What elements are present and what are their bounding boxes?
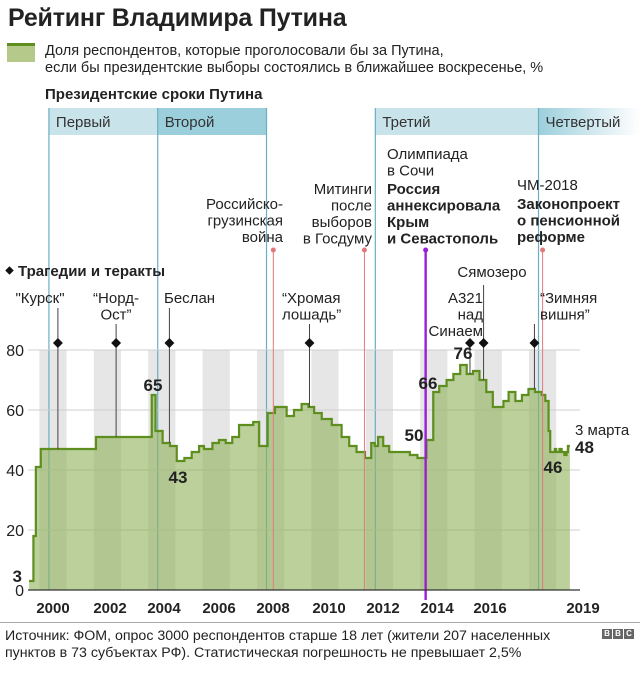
event-label: Сямозеро: [457, 264, 526, 281]
tragedy-diamond-icon: [478, 338, 489, 348]
political-event-dot: [270, 247, 276, 253]
y-tick-label: 40: [6, 463, 24, 480]
rating-line: [29, 363, 570, 583]
event-label: Беслан: [164, 290, 215, 307]
event-label: A321: [448, 290, 483, 307]
event-label: Синаем: [429, 323, 484, 340]
x-tick-label: 2002: [93, 600, 126, 617]
legend-swatch: [7, 43, 35, 62]
x-tick-label: 2010: [312, 600, 345, 617]
footer: Источник: ФОМ, опрос 3000 респондентов с…: [0, 622, 640, 661]
tragedy-diamond-icon: [304, 338, 315, 348]
event-label: в Сочи: [387, 163, 434, 180]
bbc-logo-c: C: [624, 629, 634, 639]
tragedies-title: Трагедии и теракты: [18, 263, 165, 280]
political-event-dot: [540, 247, 546, 253]
event-label: после: [331, 198, 372, 215]
event-label: в Госдуму: [303, 231, 373, 248]
rating-area: [29, 365, 570, 590]
value-annotation: 43: [169, 468, 188, 487]
event-label: “Норд-: [93, 290, 139, 307]
value-annotation: 3 марта: [575, 422, 630, 439]
value-annotation: 3: [13, 567, 22, 586]
crimea-event-dot: [423, 247, 429, 253]
y-tick-label: 60: [6, 403, 24, 420]
legend-text: Доля респондентов, которые проголосовали…: [45, 43, 543, 77]
event-label: над: [458, 307, 484, 324]
value-annotation: 65: [144, 376, 163, 395]
y-tick-label: 20: [6, 523, 24, 540]
bbc-logo-b2: B: [613, 629, 623, 639]
event-label: "Курск": [15, 290, 64, 307]
y-tick-label: 0: [15, 583, 24, 600]
chart: Первый Второй Третий Четвертый Российско-гр…: [5, 108, 640, 617]
event-label: Россия: [387, 181, 440, 198]
x-tick-label: 2008: [256, 600, 289, 617]
event-label: Российско-: [206, 196, 283, 213]
event-label: грузинская: [207, 213, 283, 230]
value-annotation: 66: [419, 374, 438, 393]
chart-title: Рейтинг Владимира Путина: [8, 4, 347, 32]
tragedy-diamond-icon: [111, 338, 122, 348]
event-label: вишня”: [540, 307, 590, 324]
x-tick-label: 2016: [473, 600, 506, 617]
event-label: реформе: [517, 229, 585, 246]
x-tick-label: 2012: [366, 600, 399, 617]
value-annotation: 50: [405, 426, 424, 445]
x-tick-label: 2019: [566, 600, 599, 617]
event-label: Олимпиада: [387, 146, 469, 163]
event-label: о пенсионной: [517, 213, 620, 230]
event-label: аннексировала: [387, 198, 501, 215]
value-annotation: 48: [575, 438, 594, 457]
tragedy-diamond-icon: [529, 338, 540, 348]
term-band: [157, 108, 267, 135]
value-annotation: 76: [454, 344, 473, 363]
term-band: [48, 108, 158, 135]
event-label: “Хромая: [282, 290, 340, 307]
term-label: Третий: [382, 114, 430, 131]
tragedy-diamond-icon: [465, 338, 475, 348]
tragedy-legend-diamond-icon: [5, 266, 14, 275]
political-event-dot: [361, 247, 367, 253]
legend-line-2: если бы президентские выборы состоялись …: [45, 60, 544, 76]
event-label: Крым: [387, 214, 429, 231]
event-label: война: [242, 229, 284, 246]
event-label: Митинги: [314, 181, 372, 198]
source-note: Источник: ФОМ, опрос 3000 респондентов с…: [5, 628, 551, 661]
x-tick-label: 2014: [420, 600, 454, 617]
value-annotation: 46: [544, 458, 563, 477]
bbc-logo-b1: B: [602, 629, 612, 639]
event-label: “Зимняя: [540, 290, 597, 307]
terms-title: Президентские сроки Путина: [45, 86, 263, 103]
bbc-logo: B B C: [602, 629, 634, 639]
event-label: лошадь”: [282, 307, 341, 324]
tragedy-diamond-icon: [164, 338, 175, 348]
term-label: Второй: [165, 114, 215, 131]
term-band: [538, 108, 640, 135]
tragedy-diamond-icon: [52, 338, 63, 348]
event-label: и Севастополь: [387, 231, 498, 248]
event-label: Законопроект: [517, 196, 620, 213]
event-label: Ост”: [100, 307, 131, 324]
term-label: Четвертый: [546, 114, 621, 131]
x-tick-label: 2000: [36, 600, 69, 617]
x-tick-label: 2006: [202, 600, 235, 617]
x-tick-label: 2004: [147, 600, 181, 617]
term-label: Первый: [56, 114, 111, 131]
legend-line-1: Доля респондентов, которые проголосовали…: [45, 43, 444, 59]
event-label: выборов: [312, 214, 372, 231]
event-label: ЧМ-2018: [517, 177, 578, 194]
term-band: [375, 108, 539, 135]
y-tick-label: 80: [6, 343, 24, 360]
